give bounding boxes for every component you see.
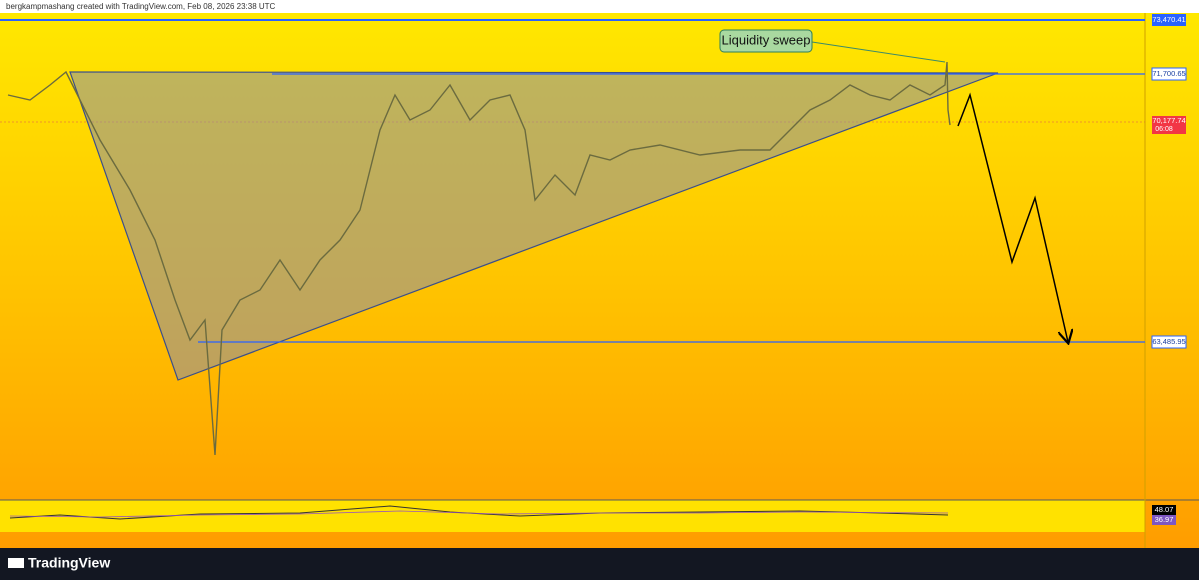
brand-logo[interactable]: TradingView (8, 555, 110, 571)
header-text: bergkampmashang created with TradingView… (6, 2, 276, 11)
price-tag (1152, 116, 1186, 134)
brand-text: TradingView (28, 555, 110, 571)
callout-pointer (811, 41, 946, 63)
callout-box (719, 29, 813, 53)
indicator-label: 36.97 (1155, 515, 1174, 524)
indicator-tag (1152, 505, 1176, 515)
indicator-signal (9, 510, 949, 518)
price-label: 70,177.74 (1152, 116, 1185, 125)
price-series (7, 61, 951, 456)
logo-mark (8, 558, 24, 568)
price-label: 71,700.65 (1152, 69, 1185, 78)
price-tag (1152, 14, 1186, 26)
indicator-line (9, 505, 949, 520)
countdown-label: 06:08 (1155, 126, 1173, 133)
indicator-panel (0, 500, 1145, 532)
price-tag (1151, 335, 1187, 349)
price-label: 63,485.95 (1152, 337, 1185, 346)
triangle-pattern (69, 71, 999, 381)
indicator-tag (1152, 515, 1176, 525)
price-tag (1151, 67, 1187, 81)
callout-text: Liquidity sweep (722, 32, 811, 47)
projection-arrow (957, 92, 1068, 342)
indicator-label: 48.07 (1155, 505, 1174, 514)
price-label: 73,470.41 (1152, 15, 1185, 24)
